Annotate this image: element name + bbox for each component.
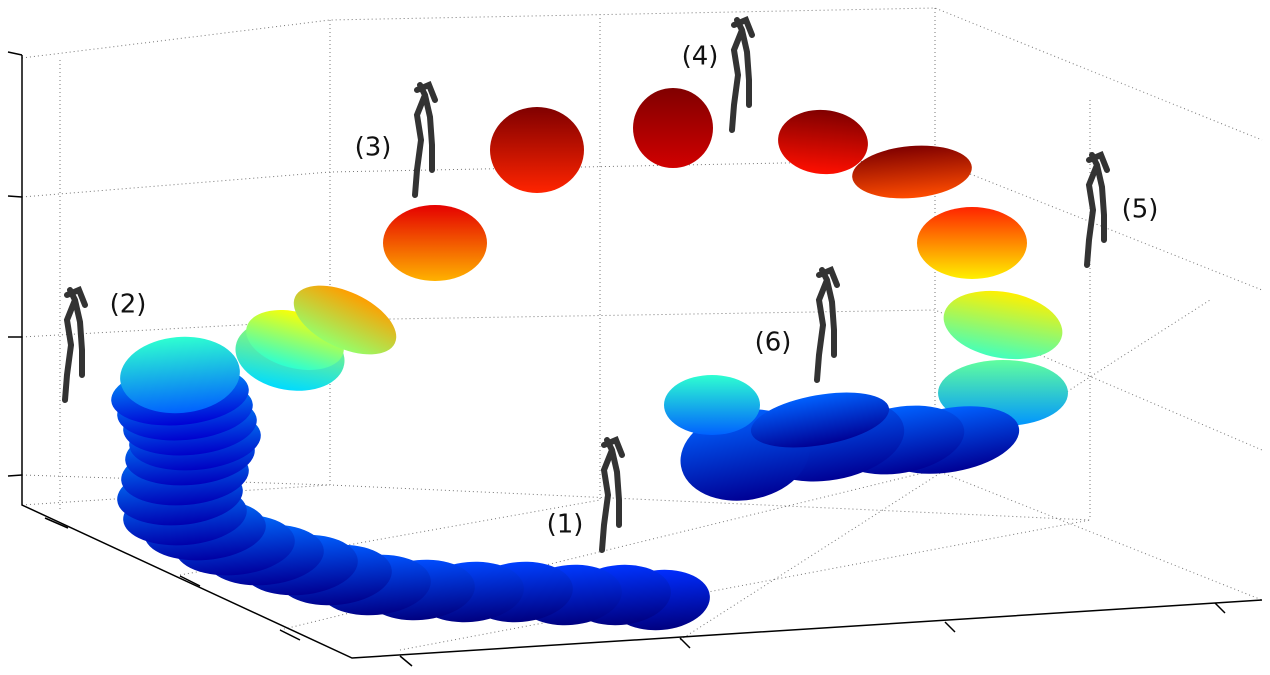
pose bbox=[1084, 151, 1110, 268]
pose bbox=[599, 436, 625, 553]
labels: (1) (2) (3) (4) (5) (6) bbox=[110, 42, 1159, 540]
ellipsoid bbox=[917, 207, 1027, 279]
pose bbox=[62, 286, 88, 403]
pose bbox=[729, 16, 755, 133]
pose bbox=[814, 266, 840, 383]
ellipsoid bbox=[633, 88, 713, 168]
axes bbox=[7, 51, 1263, 667]
ellipsoid bbox=[293, 285, 397, 355]
pose-label: (3) bbox=[355, 133, 392, 163]
grid bbox=[21, 7, 1263, 651]
pose-label: (5) bbox=[1122, 195, 1159, 225]
ellipsoid bbox=[852, 145, 972, 199]
pose-label: (6) bbox=[755, 328, 792, 358]
ellipsoid bbox=[750, 392, 890, 448]
pose-label: (1) bbox=[547, 510, 584, 540]
ellipsoid bbox=[490, 107, 584, 193]
pose-label: (2) bbox=[110, 290, 147, 320]
poses bbox=[62, 16, 1110, 553]
ellipsoid bbox=[943, 290, 1063, 360]
ellipsoids bbox=[111, 88, 1068, 631]
ellipsoid bbox=[778, 109, 868, 175]
pose-label: (4) bbox=[682, 42, 719, 72]
ellipsoid bbox=[120, 336, 240, 414]
ellipsoid bbox=[664, 375, 760, 435]
ellipsoid bbox=[383, 205, 487, 281]
pose bbox=[412, 81, 438, 198]
